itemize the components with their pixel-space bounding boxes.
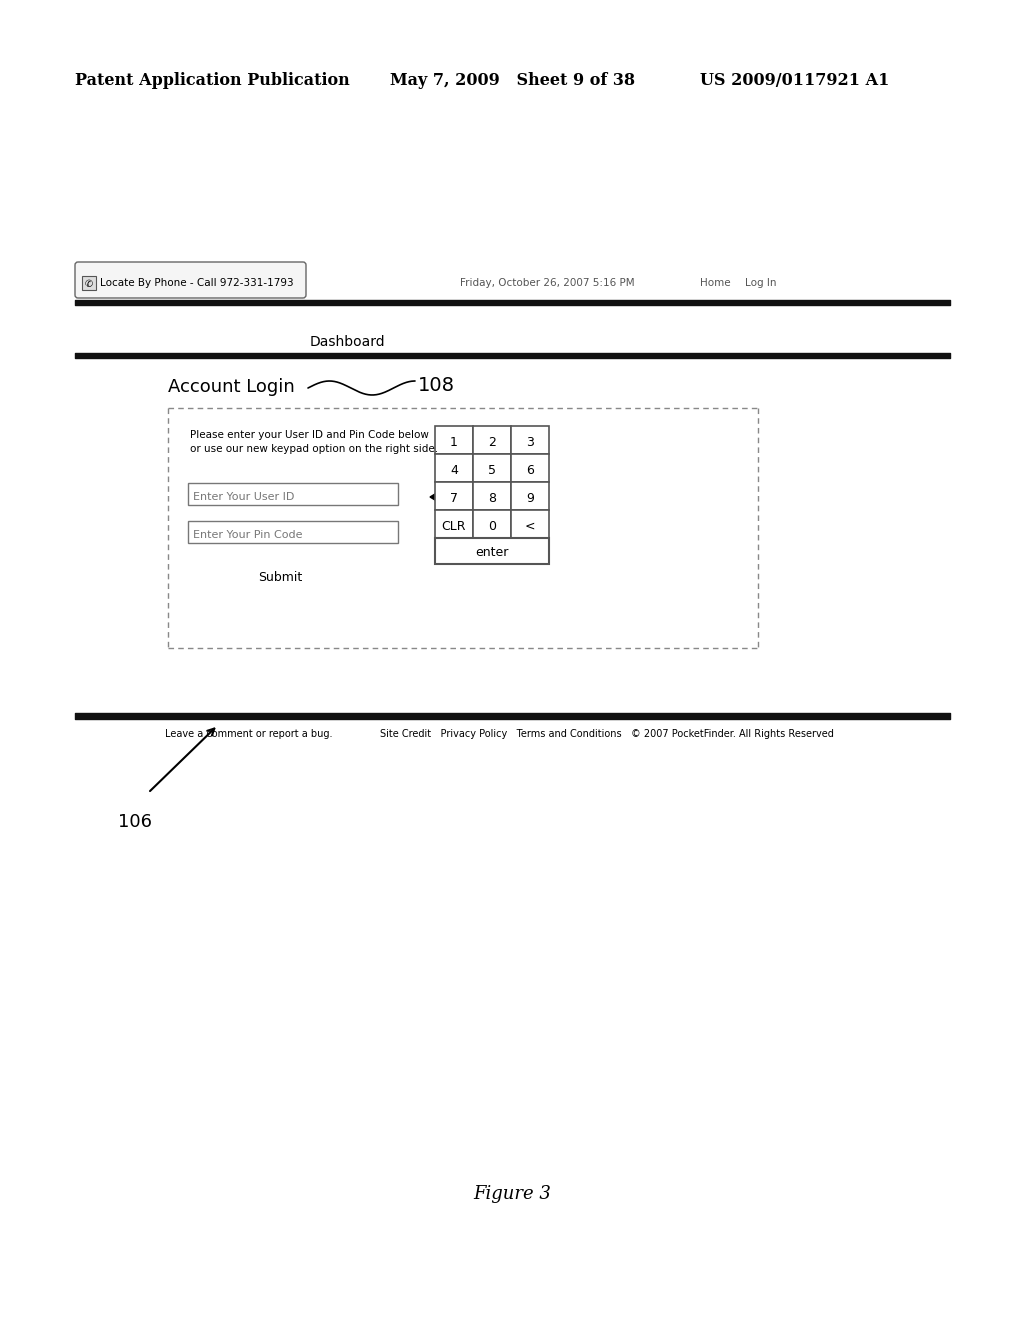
Bar — [435, 426, 473, 454]
Text: 2: 2 — [488, 436, 496, 449]
Text: Log In: Log In — [745, 279, 776, 288]
Bar — [82, 276, 96, 290]
Bar — [473, 510, 511, 539]
Text: Dashboard: Dashboard — [310, 335, 386, 348]
Text: 6: 6 — [526, 463, 534, 477]
Bar — [435, 454, 473, 482]
Text: May 7, 2009   Sheet 9 of 38: May 7, 2009 Sheet 9 of 38 — [390, 73, 635, 88]
Bar — [188, 483, 398, 506]
Text: Home: Home — [700, 279, 731, 288]
Bar — [435, 539, 549, 564]
Text: Enter Your Pin Code: Enter Your Pin Code — [193, 531, 302, 540]
Text: Leave a comment or report a bug.: Leave a comment or report a bug. — [165, 729, 333, 739]
Bar — [511, 510, 549, 539]
Text: Patent Application Publication: Patent Application Publication — [75, 73, 350, 88]
Text: 0: 0 — [488, 520, 496, 532]
Bar — [435, 482, 473, 510]
Bar — [473, 454, 511, 482]
Bar — [435, 510, 473, 539]
Text: Submit: Submit — [258, 572, 302, 583]
Text: enter: enter — [475, 546, 509, 560]
Text: Account Login: Account Login — [168, 378, 295, 396]
Text: Locate By Phone - Call 972-331-1793: Locate By Phone - Call 972-331-1793 — [100, 279, 294, 288]
Bar — [473, 426, 511, 454]
Text: Please enter your User ID and Pin Code below: Please enter your User ID and Pin Code b… — [190, 430, 429, 440]
Text: Figure 3: Figure 3 — [473, 1185, 551, 1203]
Text: Friday, October 26, 2007 5:16 PM: Friday, October 26, 2007 5:16 PM — [460, 279, 635, 288]
Bar — [511, 426, 549, 454]
Text: Site Credit   Privacy Policy   Terms and Conditions   © 2007 PocketFinder. All R: Site Credit Privacy Policy Terms and Con… — [380, 729, 834, 739]
Text: 4: 4 — [451, 463, 458, 477]
Text: 108: 108 — [418, 376, 455, 395]
Text: or use our new keypad option on the right side.: or use our new keypad option on the righ… — [190, 444, 438, 454]
Text: Enter Your User ID: Enter Your User ID — [193, 492, 294, 502]
Text: ✆: ✆ — [85, 279, 93, 289]
Text: 106: 106 — [118, 813, 152, 832]
Bar — [188, 521, 398, 543]
Text: <: < — [524, 520, 536, 532]
Polygon shape — [430, 488, 444, 506]
Text: 1: 1 — [451, 436, 458, 449]
Text: 5: 5 — [488, 463, 496, 477]
Bar — [511, 454, 549, 482]
Text: 9: 9 — [526, 491, 534, 504]
Text: US 2009/0117921 A1: US 2009/0117921 A1 — [700, 73, 890, 88]
Text: 7: 7 — [450, 491, 458, 504]
Text: CLR: CLR — [441, 520, 466, 532]
FancyBboxPatch shape — [75, 261, 306, 298]
Text: 3: 3 — [526, 436, 534, 449]
Bar — [473, 482, 511, 510]
Bar — [511, 482, 549, 510]
Text: 8: 8 — [488, 491, 496, 504]
